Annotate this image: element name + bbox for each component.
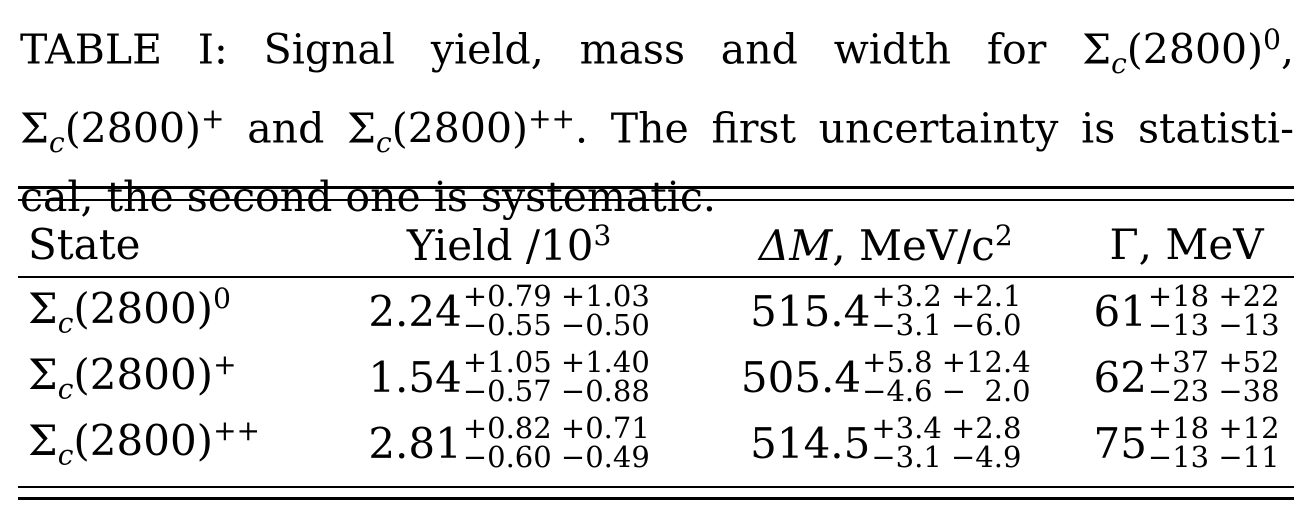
caption-mass: (2800) <box>64 104 202 153</box>
yield-value: 1.54 <box>368 352 462 402</box>
caption-line-1: TABLE I: Signal yield, mass and width fo… <box>20 12 1294 91</box>
header-yield-text: Yield /10 <box>406 220 594 270</box>
header-delta-m-symbol: ΔM <box>758 220 833 270</box>
header-rule <box>18 276 1294 278</box>
header-mass-unit: , MeV/c <box>832 220 995 270</box>
caption-text: TABLE I: Signal yield, mass and width fo… <box>20 25 1112 74</box>
table-row: Σc(2800)0 2.24 +0.79 +1.03 −0.55 −0.50 515.4… <box>18 278 1294 344</box>
yield-err-down: −0.60 −0.49 <box>462 440 650 474</box>
state-symbol: Σ <box>28 416 58 466</box>
caption-text: . The first uncertainty is statisti- <box>574 104 1294 153</box>
yield-err-up: +1.05 +1.40 <box>462 345 650 379</box>
caption-subscript: c <box>49 125 65 159</box>
header-yield-exp: 3 <box>593 218 612 252</box>
cell-width: 61 +18 +22 −13 −13 <box>1079 278 1294 344</box>
width-err-down: −13 −13 <box>1147 308 1280 342</box>
results-table: State Yield /103 ΔM, MeV/c2 Γ, MeV Σc(28… <box>18 210 1294 476</box>
cell-yield: 2.24 +0.79 +1.03 −0.55 −0.50 <box>326 278 693 344</box>
yield-value: 2.24 <box>368 286 462 336</box>
yield-err-down: −0.55 −0.50 <box>462 308 650 342</box>
delta-m-err-down: −3.1 −6.0 <box>871 308 1022 342</box>
table-row: Σc(2800)++ 2.81 +0.82 +0.71 −0.60 −0.49 514.… <box>18 410 1294 476</box>
top-rule <box>18 186 1294 189</box>
width-err-down: −13 −11 <box>1147 440 1280 474</box>
table-row: Σc(2800)+ 1.54 +1.05 +1.40 −0.57 −0.88 505.4… <box>18 344 1294 410</box>
delta-m-err-down: −4.6 − 2.0 <box>862 374 1031 408</box>
delta-m-err-down: −3.1 −4.9 <box>871 440 1022 474</box>
state-charge: 0 <box>213 282 231 316</box>
width-err-up: +37 +52 <box>1147 345 1280 379</box>
cell-width: 75 +18 +12 −13 −11 <box>1079 410 1294 476</box>
caption-line-3: cal, the second one is systematic. <box>20 172 716 221</box>
delta-m-err-up: +5.8 +12.4 <box>862 345 1031 379</box>
header-state: State <box>28 219 141 269</box>
yield-err-up: +0.82 +0.71 <box>462 411 650 445</box>
header-mass-unit-exp: 2 <box>994 218 1013 252</box>
caption-text: and Σ <box>224 104 377 153</box>
state-subscript: c <box>57 372 74 406</box>
width-value: 62 <box>1093 352 1147 402</box>
state-mass: (2800) <box>73 350 214 400</box>
width-err-down: −23 −38 <box>1147 374 1280 408</box>
caption-text: , <box>1280 25 1294 74</box>
caption-text: Σ <box>20 104 49 153</box>
state-symbol: Σ <box>28 350 58 400</box>
cell-width: 62 +37 +52 −23 −38 <box>1079 344 1294 410</box>
header-yield: Yield /103 <box>326 210 693 278</box>
cell-state: Σc(2800)++ <box>18 410 326 476</box>
table-body: Σc(2800)0 2.24 +0.79 +1.03 −0.55 −0.50 515.4… <box>18 278 1294 476</box>
caption-line-2: Σc(2800)+ and Σc(2800)++. The first unce… <box>20 91 1294 170</box>
caption-subscript: c <box>376 125 392 159</box>
state-subscript: c <box>57 438 74 472</box>
table-header-row: State Yield /103 ΔM, MeV/c2 Γ, MeV <box>18 210 1294 278</box>
caption-mass: (2800) <box>1126 25 1264 74</box>
cell-delta-m: 514.5 +3.4 +2.8 −3.1 −4.9 <box>693 410 1080 476</box>
caption-mass: (2800) <box>391 104 529 153</box>
cell-delta-m: 505.4 +5.8 +12.4 −4.6 − 2.0 <box>693 344 1080 410</box>
cell-yield: 1.54 +1.05 +1.40 −0.57 −0.88 <box>326 344 693 410</box>
caption-charge: 0 <box>1263 23 1281 56</box>
cell-state: Σc(2800)+ <box>18 344 326 410</box>
bottom-rule-second <box>18 497 1294 500</box>
delta-m-value: 505.4 <box>740 352 862 402</box>
cell-delta-m: 515.4 +3.2 +2.1 −3.1 −6.0 <box>693 278 1080 344</box>
bottom-rule <box>18 486 1294 488</box>
delta-m-err-up: +3.4 +2.8 <box>871 411 1022 445</box>
yield-value: 2.81 <box>368 418 462 468</box>
cell-state: Σc(2800)0 <box>18 278 326 344</box>
width-err-up: +18 +12 <box>1147 411 1280 445</box>
caption-subscript: c <box>1111 46 1127 80</box>
table-caption: TABLE I: Signal yield, mass and width fo… <box>20 12 1294 225</box>
yield-err-up: +0.79 +1.03 <box>462 279 650 313</box>
cell-yield: 2.81 +0.82 +0.71 −0.60 −0.49 <box>326 410 693 476</box>
caption-charge: ++ <box>528 101 575 135</box>
caption-charge: + <box>201 101 225 135</box>
header-delta-m: ΔM, MeV/c2 <box>693 210 1080 278</box>
width-err-up: +18 +22 <box>1147 279 1280 313</box>
state-charge: ++ <box>213 414 260 448</box>
state-mass: (2800) <box>73 284 214 334</box>
delta-m-value: 515.4 <box>750 286 871 336</box>
width-value: 75 <box>1093 418 1147 468</box>
delta-m-value: 514.5 <box>750 418 871 468</box>
header-width: Γ, MeV <box>1109 219 1264 269</box>
state-symbol: Σ <box>28 284 58 334</box>
yield-err-down: −0.57 −0.88 <box>462 374 650 408</box>
top-rule-second <box>18 199 1294 201</box>
delta-m-err-up: +3.2 +2.1 <box>871 279 1022 313</box>
state-mass: (2800) <box>73 416 214 466</box>
state-charge: + <box>213 348 237 382</box>
state-subscript: c <box>57 306 74 340</box>
width-value: 61 <box>1093 286 1147 336</box>
